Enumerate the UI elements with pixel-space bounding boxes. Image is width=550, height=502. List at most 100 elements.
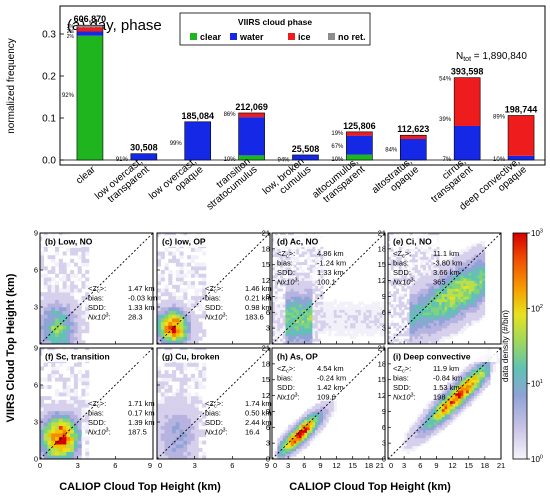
density-cell	[288, 314, 292, 318]
density-cell	[66, 422, 71, 426]
density-cell	[280, 314, 284, 318]
density-cell	[85, 277, 90, 282]
bar-segment-ice	[76, 27, 103, 32]
stat-value: 198	[433, 393, 446, 402]
density-cell	[460, 304, 464, 308]
density-cell	[315, 259, 319, 263]
density-cell	[425, 248, 429, 252]
density-cell	[58, 373, 63, 378]
density-cell	[172, 284, 177, 289]
density-cell	[363, 325, 367, 329]
density-cell	[466, 379, 470, 383]
density-cell	[422, 333, 426, 337]
density-cell	[457, 328, 461, 332]
density-cell	[312, 259, 316, 263]
density-cell	[175, 303, 180, 308]
density-cell	[293, 451, 297, 455]
density-cell	[274, 277, 278, 281]
density-cell	[457, 275, 461, 279]
density-cell	[306, 283, 310, 287]
density-cell	[175, 299, 180, 304]
density-cell	[81, 325, 86, 330]
density-cell	[73, 299, 78, 304]
density-cell	[476, 270, 480, 273]
density-cell	[420, 333, 424, 337]
density-cell	[293, 341, 297, 345]
density-cell	[417, 440, 421, 444]
density-cell	[339, 309, 343, 313]
x-tick-label: 15	[465, 461, 473, 470]
density-cell	[51, 325, 56, 330]
x-tick-label: 3	[76, 461, 80, 470]
density-cell	[157, 414, 162, 419]
legend-box	[179, 12, 371, 46]
density-cell	[460, 371, 464, 375]
density-cell	[274, 325, 278, 329]
density-cell	[288, 333, 292, 337]
density-cell	[315, 336, 319, 340]
density-cell	[43, 410, 48, 415]
density-cell	[366, 325, 370, 329]
stat-n-label: Nx103:	[205, 313, 228, 322]
density-cell	[317, 432, 321, 436]
density-cell	[285, 341, 289, 345]
density-cell	[414, 283, 418, 287]
density-cell	[482, 272, 486, 276]
density-cell	[352, 307, 356, 310]
density-cell	[433, 432, 437, 436]
density-cell	[298, 275, 302, 279]
density-cell	[388, 272, 391, 276]
density-cell	[412, 299, 416, 303]
density-cell	[336, 333, 340, 337]
density-cell	[398, 307, 402, 310]
density-cell	[412, 264, 416, 268]
density-cell	[47, 433, 52, 438]
density-cell	[420, 419, 424, 423]
density-cell	[409, 322, 413, 326]
density-cell	[404, 267, 408, 271]
density-cell	[179, 329, 184, 334]
density-cell	[447, 320, 451, 324]
density-cell	[58, 444, 63, 449]
density-cell	[77, 314, 82, 319]
density-cell	[368, 307, 372, 310]
density-cell	[476, 371, 480, 375]
density-cell	[331, 328, 335, 332]
density-cell	[183, 433, 188, 438]
density-cell	[272, 285, 275, 289]
density-cell	[474, 275, 478, 279]
density-cell	[358, 330, 362, 334]
density-cell	[412, 256, 416, 260]
density-cell	[449, 398, 453, 402]
density-cell	[288, 299, 292, 303]
density-cell	[468, 307, 472, 310]
density-cell	[73, 332, 78, 337]
density-cell	[431, 264, 435, 268]
density-cell	[55, 273, 60, 278]
density-cell	[374, 320, 378, 324]
density-cell	[420, 288, 424, 292]
density-cell	[320, 317, 324, 321]
density-cell	[306, 443, 310, 447]
density-cell	[412, 320, 416, 324]
density-cell	[457, 414, 461, 418]
density-cell	[412, 330, 416, 334]
density-cell	[436, 304, 440, 308]
x-tick-label: 21	[497, 461, 505, 470]
density-cell	[194, 336, 199, 341]
density-cell	[420, 264, 424, 268]
density-cell	[157, 444, 162, 449]
density-cell	[168, 444, 173, 449]
density-cell	[73, 422, 78, 426]
density-cell	[66, 455, 71, 460]
density-cell	[428, 267, 432, 271]
density-cell	[285, 314, 289, 318]
density-cell	[449, 379, 453, 383]
density-cell	[43, 340, 48, 345]
density-cell	[439, 307, 443, 310]
density-cell	[460, 291, 464, 295]
density-cell	[466, 270, 470, 273]
density-cell	[350, 325, 354, 329]
density-cell	[285, 288, 289, 292]
